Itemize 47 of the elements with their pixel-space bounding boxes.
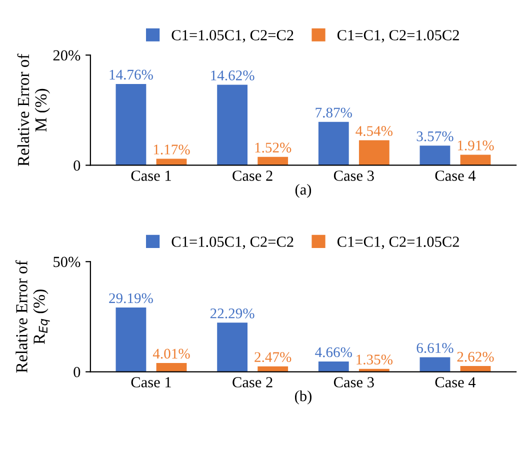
data-label: 3.57% <box>416 131 454 142</box>
y-tick-label: 0 <box>74 160 80 171</box>
data-label: 14.76% <box>110 70 153 80</box>
y-tick-label: 50% <box>54 256 80 268</box>
y-axis-title: Relative Error of R$_{Eq}$ (%) <box>15 260 50 373</box>
data-label: 4.54% <box>356 126 393 136</box>
x-tick-label: Case 3 <box>334 377 374 388</box>
y-tick-label: 20% <box>53 50 80 61</box>
data-label: 29.19% <box>109 293 153 304</box>
x-tick-label: Case 2 <box>232 377 272 388</box>
data-label: 2.62% <box>457 352 494 362</box>
bar <box>116 84 146 166</box>
x-tick-label: Case 4 <box>435 170 476 181</box>
data-label: 1.52% <box>255 142 292 153</box>
legend-label: C1=1.05C1, C2=C2 <box>172 236 294 250</box>
bar <box>420 146 450 166</box>
bar <box>217 322 248 372</box>
data-label: 4.66% <box>315 347 352 358</box>
x-tick-label: Case 4 <box>435 377 476 388</box>
bar <box>217 84 248 166</box>
y-tick-label: 0 <box>74 366 80 378</box>
data-label: 1.91% <box>458 140 494 150</box>
legend-label: C1=C1, C2=1.05C2 <box>337 30 459 43</box>
x-axis-title: (a) <box>295 184 312 198</box>
data-label: 22.29% <box>210 308 254 318</box>
data-label: 2.47% <box>254 352 292 362</box>
x-tick-label: Case 2 <box>232 170 272 181</box>
data-label: 7.87% <box>316 108 352 118</box>
y-axis-title: Relative Error of M (%) <box>17 54 50 166</box>
bar <box>116 307 146 372</box>
data-label: 6.61% <box>416 343 454 353</box>
x-tick-label: Case 3 <box>334 170 374 181</box>
legend-label: C1=C1, C2=1.05C2 <box>337 236 459 250</box>
legend-label: C1=1.05C1, C2=C2 <box>172 30 294 43</box>
bar <box>258 156 288 166</box>
bar <box>460 154 491 166</box>
data-label: 14.62% <box>211 70 254 80</box>
data-label: 1.17% <box>154 144 190 155</box>
bar <box>318 362 349 372</box>
bar <box>318 122 349 166</box>
bar <box>420 357 450 372</box>
x-tick-label: Case 1 <box>131 170 171 181</box>
x-tick-label: Case 1 <box>131 377 171 388</box>
data-label: 1.35% <box>356 354 393 365</box>
bar <box>358 140 390 166</box>
x-axis-title: (b) <box>295 390 312 404</box>
data-label: 4.01% <box>152 348 190 359</box>
